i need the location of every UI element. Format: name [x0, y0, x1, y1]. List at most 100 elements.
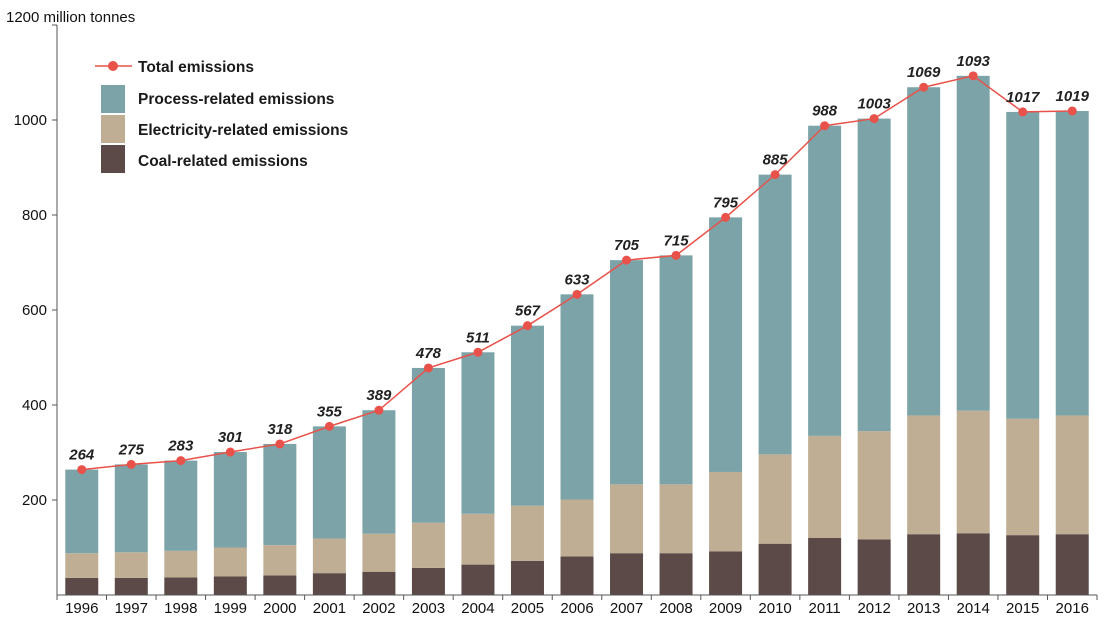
bar-segment-coal: [1006, 535, 1040, 595]
legend-process-label: Process-related emissions: [138, 91, 334, 108]
bar-segment-electricity: [312, 538, 346, 574]
bar-segment-coal: [263, 575, 297, 595]
x-tick-label: 2009: [709, 600, 742, 617]
bar-segment-process: [114, 464, 148, 553]
total-emissions-point: [374, 405, 384, 415]
x-tick-label: 2002: [362, 600, 395, 617]
total-data-label: 1019: [1056, 88, 1090, 105]
legend-total-marker: [108, 61, 118, 71]
y-axis-unit-label: 1200 million tonnes: [6, 9, 135, 26]
x-tick-label: 2005: [511, 600, 544, 617]
x-tick-label: 2015: [1006, 600, 1039, 617]
legend: Total emissions Process-related emission…: [95, 59, 348, 173]
bar-segment-coal: [659, 553, 693, 595]
total-data-label: 389: [366, 387, 392, 404]
x-tick-label: 1996: [65, 600, 98, 617]
x-tick-label: 2001: [313, 600, 346, 617]
bar-segment-coal: [1055, 534, 1089, 595]
bar-segment-electricity: [560, 499, 594, 557]
x-tick-label: 1999: [214, 600, 247, 617]
total-data-label: 355: [317, 403, 343, 420]
total-emissions-point: [176, 456, 186, 466]
total-emissions-point: [324, 421, 334, 431]
total-emissions-point: [1067, 106, 1077, 116]
total-emissions-point: [225, 447, 235, 457]
data-labels-group: 264 275 283 301 318 355 389 478 511 567 633 705 715 7…: [68, 53, 1089, 464]
bar-segment-process: [560, 294, 594, 500]
bar-segment-process: [213, 452, 247, 548]
legend-total-label: Total emissions: [138, 59, 254, 76]
total-emissions-point: [126, 459, 136, 469]
total-data-label: 1017: [1006, 89, 1040, 106]
bar-segment-coal: [312, 573, 346, 595]
bar-segment-coal: [411, 567, 445, 595]
x-tick-label: 1998: [164, 600, 197, 617]
bar-segment-electricity: [263, 545, 297, 576]
bar-segment-coal: [164, 577, 198, 595]
x-tick-label: 2011: [808, 600, 840, 617]
total-data-label: 705: [614, 237, 640, 254]
bar-segment-coal: [758, 543, 792, 595]
bar-segment-process: [312, 426, 346, 539]
bar-segment-process: [1055, 110, 1089, 416]
total-data-label: 715: [664, 232, 690, 249]
total-data-label: 283: [167, 438, 194, 455]
total-emissions-point: [1018, 107, 1028, 117]
bar-segment-process: [263, 443, 297, 546]
legend-electricity-label: Electricity-related emissions: [138, 122, 348, 139]
total-data-label: 1093: [957, 53, 991, 70]
y-axis: 200 400 600 800 1000: [14, 24, 58, 595]
x-tick-label: 2014: [957, 600, 990, 617]
total-data-label: 478: [415, 345, 442, 362]
total-emissions-point: [275, 439, 285, 449]
x-tick-label: 2016: [1056, 600, 1089, 617]
total-data-label: 511: [466, 329, 490, 346]
total-data-label: 301: [218, 429, 243, 446]
x-tick-label: 2007: [610, 600, 643, 617]
bar-segment-coal: [610, 553, 644, 595]
bar-segment-electricity: [114, 552, 148, 578]
total-line-group: [77, 71, 1077, 475]
total-emissions-point: [572, 289, 582, 299]
total-emissions-point: [820, 121, 830, 131]
x-axis: 1996 1997 1998 1999 2000 2001 2002 2003 2004 2005…: [56, 594, 1098, 617]
bar-segment-coal: [808, 538, 842, 595]
bar-segment-electricity: [164, 550, 198, 578]
total-data-label: 1003: [857, 96, 891, 113]
bar-segment-electricity: [857, 431, 891, 540]
x-tick-label: 2008: [659, 600, 692, 617]
total-emissions-point: [77, 465, 87, 475]
bar-segment-electricity: [213, 547, 247, 577]
bar-segment-process: [510, 325, 544, 506]
bar-segment-process: [1006, 111, 1040, 419]
total-emissions-point: [919, 82, 929, 92]
total-data-label: 318: [267, 421, 293, 438]
bar-segment-process: [709, 217, 743, 472]
total-emissions-point: [770, 170, 780, 180]
x-tick-label: 2010: [758, 600, 791, 617]
bar-segment-electricity: [956, 410, 990, 534]
bar-segment-electricity: [808, 435, 842, 538]
x-tick-label: 2003: [412, 600, 445, 617]
bar-segment-electricity: [461, 513, 495, 565]
bar-segment-process: [610, 260, 644, 485]
y-tick-label: 200: [22, 492, 47, 509]
bar-segment-electricity: [362, 533, 396, 572]
bar-segment-coal: [362, 571, 396, 595]
total-emissions-point: [968, 71, 978, 81]
y-tick-label: 800: [22, 207, 47, 224]
bar-segment-electricity: [65, 553, 99, 578]
bar-segment-electricity: [907, 415, 941, 535]
y-tick-label: 400: [22, 397, 47, 414]
total-data-label: 264: [68, 447, 95, 464]
x-tick-label: 2012: [857, 600, 890, 617]
total-data-label: 275: [118, 441, 145, 458]
bar-segment-coal: [857, 539, 891, 595]
bar-segment-electricity: [1006, 418, 1040, 536]
total-emissions-point: [869, 114, 879, 124]
total-emissions-point: [522, 321, 532, 331]
bar-segment-process: [808, 125, 842, 436]
bars-group: [65, 75, 1089, 595]
legend-electricity-swatch: [101, 115, 125, 143]
